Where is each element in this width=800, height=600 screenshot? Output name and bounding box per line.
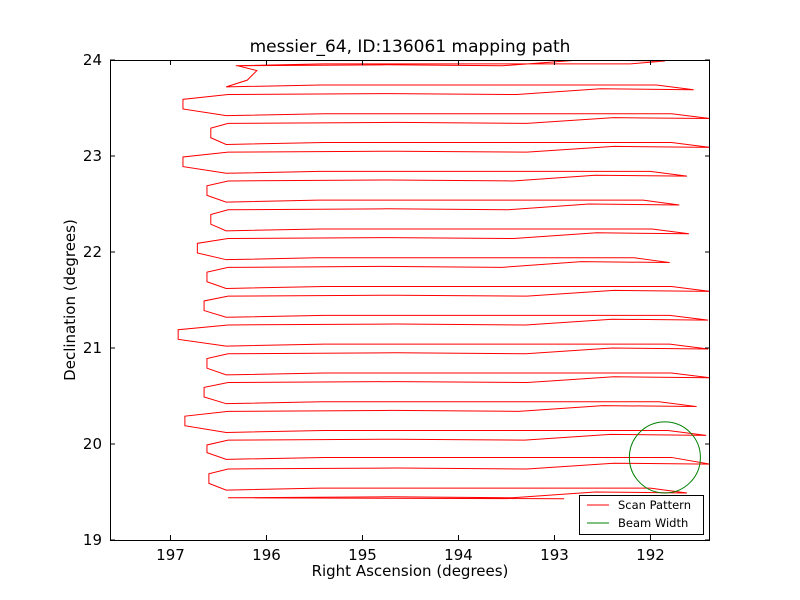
x-tick-label: 197 (156, 546, 185, 564)
y-axis: 19 20 21 22 23 24 (83, 51, 710, 549)
y-tick-label: 19 (83, 531, 102, 549)
x-axis-label: Right Ascension (degrees) (312, 562, 509, 580)
plot-frame (110, 60, 710, 541)
legend-label-scan-pattern: Scan Pattern (618, 498, 691, 512)
y-tick-label: 24 (83, 51, 102, 69)
y-tick-label: 20 (83, 435, 102, 453)
plot-area (110, 60, 710, 541)
scan-pattern-path (177, 60, 710, 500)
x-tick-label: 193 (540, 546, 569, 564)
x-axis: 197 196 195 194 193 192 (156, 60, 665, 564)
legend-box (579, 495, 704, 535)
x-tick-label: 195 (348, 546, 377, 564)
x-tick-label: 196 (252, 546, 281, 564)
y-tick-label: 22 (83, 243, 102, 261)
legend: Scan Pattern Beam Width (579, 495, 704, 535)
data-layer (177, 60, 710, 500)
x-tick-label: 192 (636, 546, 665, 564)
y-tick-label: 23 (83, 147, 102, 165)
y-axis-label: Declination (degrees) (61, 219, 79, 381)
legend-label-beam-width: Beam Width (618, 516, 688, 530)
y-tick-label: 21 (83, 339, 102, 357)
x-tick-label: 194 (444, 546, 473, 564)
beam-width-circle (628, 421, 701, 494)
chart-title: messier_64, ID:136061 mapping path (250, 37, 571, 57)
